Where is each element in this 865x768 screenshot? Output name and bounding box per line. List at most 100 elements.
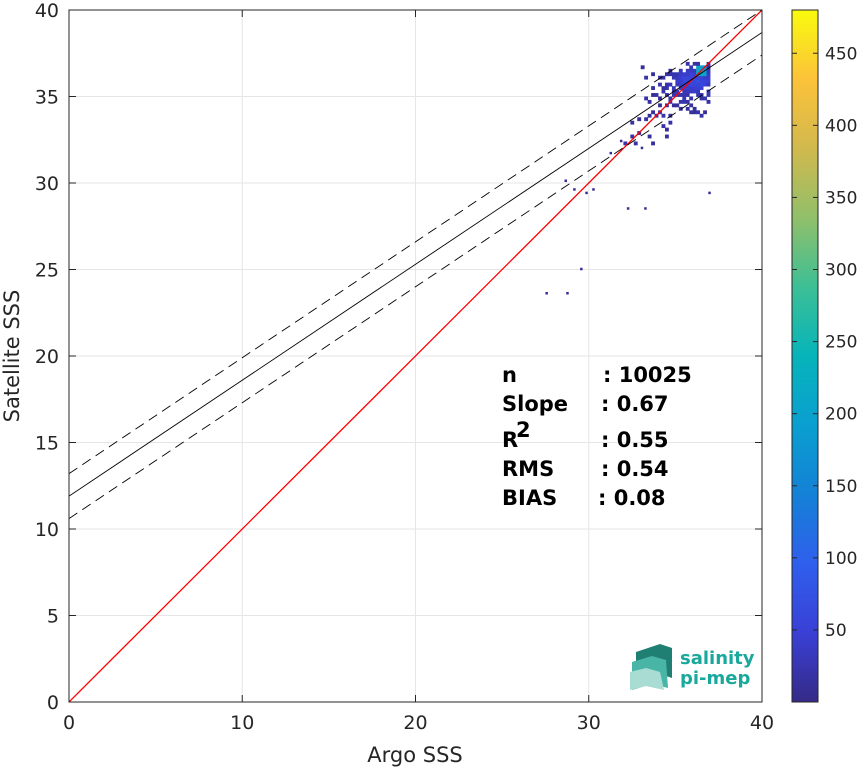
- density-cell-68: [682, 93, 687, 97]
- density-cell-5: [637, 117, 642, 122]
- density-cell-121: [699, 86, 704, 90]
- colorbar-tick-label-0: 50: [825, 621, 847, 641]
- outlier-cell-8: [564, 179, 567, 183]
- density-cell-107: [696, 110, 701, 115]
- density-cell-119: [699, 96, 704, 101]
- density-cell-81: [685, 79, 690, 84]
- density-cell-115: [696, 68, 701, 73]
- density-cell-99: [692, 89, 697, 94]
- density-cell-87: [689, 103, 694, 108]
- density-cell-75: [685, 106, 690, 111]
- x-tick-label-2: 20: [403, 712, 427, 734]
- density-cell-14: [651, 110, 655, 115]
- x-tick-label-4: 40: [750, 712, 774, 734]
- density-cell-44: [671, 103, 676, 108]
- density-cell-133: [703, 72, 707, 77]
- density-cell-27: [661, 89, 666, 94]
- logo-text-pi-mep: pi-mep: [680, 668, 750, 689]
- density-cell-58: [678, 99, 683, 104]
- colorbar-tick-label-8: 450: [825, 44, 857, 64]
- x-tick-label-0: 0: [63, 712, 75, 734]
- fit-lines: [69, 10, 762, 702]
- density-cell-74: [682, 72, 687, 77]
- density-cell-59: [678, 93, 683, 97]
- outlier-cell-4: [644, 207, 647, 210]
- density-cell-0: [623, 141, 628, 146]
- x-tick-label-1: 10: [230, 712, 254, 734]
- density-cell-29: [661, 75, 666, 80]
- outlier-cell-10: [609, 151, 613, 155]
- density-cell-123: [699, 79, 704, 84]
- density-cell-45: [671, 93, 676, 97]
- stat-label-3: RMS: [502, 457, 554, 481]
- density-cell-53: [675, 82, 680, 87]
- x-tick-labels: 0 10 20 30 40: [63, 712, 774, 734]
- outlier-cell-2: [580, 267, 583, 271]
- outlier-cell-3: [626, 207, 630, 210]
- density-cell-122: [699, 82, 704, 87]
- outlier-cell-1: [566, 291, 569, 295]
- colorbar-tick-label-4: 250: [825, 333, 857, 353]
- density-cell-136: [706, 99, 711, 104]
- density-cell-31: [664, 127, 669, 132]
- density-cell-78: [685, 89, 690, 94]
- density-cell-6: [640, 65, 645, 70]
- density-cell-131: [703, 79, 707, 84]
- x-axis-label: Argo SSS: [367, 743, 462, 767]
- density-cell-23: [658, 82, 662, 87]
- density-cell-88: [689, 96, 694, 101]
- density-cell-86: [689, 110, 694, 115]
- density-cell-117: [696, 61, 701, 66]
- density-cell-109: [696, 89, 701, 94]
- colorbar: 50 100 150 200 250 300 350 400 450: [791, 9, 857, 703]
- density-cell-73: [682, 75, 687, 80]
- y-tick-label-1: 5: [47, 606, 59, 628]
- y-tick-label-6: 30: [35, 173, 59, 195]
- density-cell-37: [668, 120, 673, 125]
- outlier-cell-11: [640, 146, 644, 150]
- density-cell-26: [661, 113, 666, 118]
- density-cell-110: [696, 86, 701, 90]
- density-cell-3: [633, 141, 638, 146]
- density-cell-89: [689, 89, 694, 94]
- density-cell-50: [675, 103, 680, 108]
- density-cell-125: [699, 72, 704, 77]
- outlier-cell-5: [585, 191, 588, 195]
- density-cell-143: [706, 68, 711, 73]
- density-cell-30: [664, 134, 669, 139]
- density-cell-116: [696, 65, 701, 70]
- density-cell-66: [682, 99, 687, 104]
- colorbar-tick-label-2: 150: [825, 477, 857, 497]
- density-cell-113: [696, 75, 701, 80]
- identity-line: [69, 10, 762, 702]
- stat-value-0: : 10025: [603, 363, 692, 387]
- density-cell-128: [703, 110, 707, 115]
- density-cell-76: [685, 99, 690, 104]
- colorbar-ticks: 50 100 150 200 250 300 350 400 450: [792, 44, 857, 641]
- stat-value-1: : 0.67: [601, 392, 669, 416]
- salinity-pi-mep-logo: salinity pi-mep: [630, 644, 755, 690]
- density-cell-95: [689, 68, 694, 73]
- outlier-cell-7: [573, 188, 576, 191]
- density-cell-35: [664, 82, 669, 87]
- colorbar-gradient: [791, 9, 819, 703]
- logo-text-salinity: salinity: [680, 648, 755, 669]
- y-tick-label-7: 35: [35, 87, 59, 109]
- density-cell-96: [689, 65, 694, 70]
- colorbar-tick-label-3: 200: [825, 405, 857, 425]
- density-cell-104: [692, 72, 697, 77]
- density-cell-61: [678, 82, 683, 87]
- density-cell-100: [692, 86, 697, 90]
- stat-value-4: : 0.08: [598, 486, 666, 510]
- stat-label-0: n: [502, 363, 517, 387]
- density-cell-91: [689, 82, 694, 87]
- stat-value-2: : 0.55: [601, 428, 669, 452]
- density-cell-105: [692, 68, 697, 73]
- stat-value-3: : 0.54: [601, 457, 669, 481]
- density-cell-38: [668, 113, 673, 118]
- density-cell-77: [685, 93, 690, 97]
- density-cell-52: [675, 89, 680, 94]
- density-cell-112: [696, 79, 701, 84]
- density-cell-90: [689, 86, 694, 90]
- colorbar-tick-label-5: 300: [825, 261, 857, 281]
